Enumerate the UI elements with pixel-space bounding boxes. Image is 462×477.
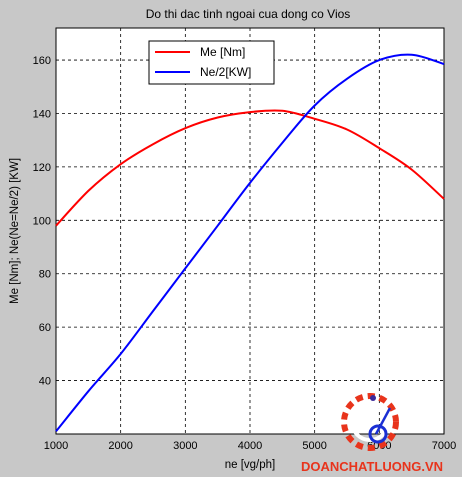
- ticks: 1000 2000 3000 4000 5000 6000 7000406080100120…: [33, 55, 457, 452]
- y-tick-label: 80: [39, 269, 51, 281]
- y-tick-label: 140: [33, 108, 51, 120]
- x-tick-label: 5000: [302, 440, 326, 452]
- x-axis-label: ne [vg/ph]: [225, 459, 276, 471]
- y-tick-label: 60: [39, 322, 51, 334]
- y-tick-label: 100: [33, 215, 51, 227]
- x-tick-label: 4000: [238, 440, 262, 452]
- legend-label-me: Me [Nm]: [200, 45, 245, 59]
- series-line-ne: [55, 53, 445, 432]
- x-tick-label: 3000: [173, 440, 197, 452]
- y-tick-label: 40: [39, 376, 51, 388]
- series-line-me: [55, 109, 445, 227]
- legend: Me [Nm] Ne/2[KW]: [148, 40, 275, 85]
- y-tick-label: 120: [33, 162, 51, 174]
- y-tick-label: 160: [33, 55, 51, 67]
- legend-box: [148, 40, 275, 85]
- y-axis-label: Me [Nm]; Ne(Ne=Ne/2) [KW]: [9, 158, 21, 304]
- series-lines: [55, 53, 445, 432]
- x-tick-label: 7000: [432, 440, 456, 452]
- legend-label-ne: Ne/2[KW]: [200, 65, 251, 79]
- chart-title: Do thi dac tinh ngoai cua dong co Vios: [146, 7, 351, 21]
- watermark-logo-icon: [341, 393, 399, 451]
- x-tick-label: 1000: [44, 440, 68, 452]
- watermark-text: DOANCHATLUONG.VN: [301, 459, 443, 474]
- x-tick-label: 2000: [108, 440, 132, 452]
